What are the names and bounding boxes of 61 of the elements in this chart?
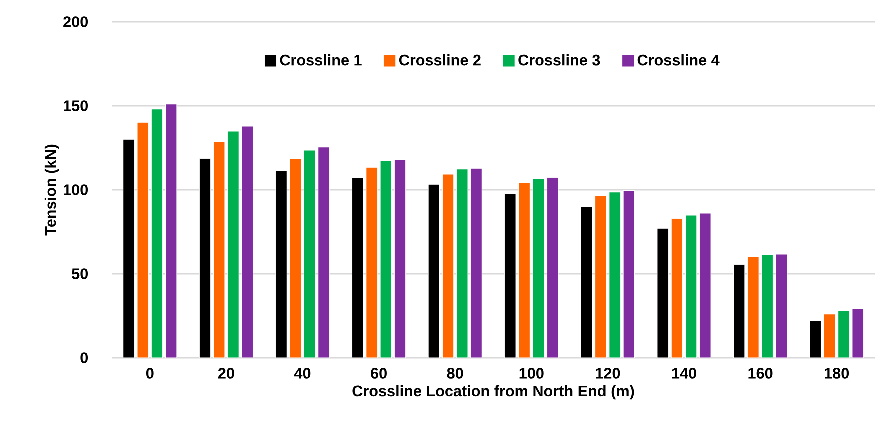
bar: [276, 170, 288, 358]
bar: [214, 142, 226, 358]
y-tick-label: 50: [72, 268, 88, 280]
y-axis-title: Tension (kN): [44, 144, 60, 236]
bar: [290, 158, 302, 358]
legend-label: Crossline 4: [638, 54, 720, 66]
x-tick-label: 100: [520, 368, 544, 379]
x-tick-label: 120: [596, 368, 620, 379]
bar: [852, 308, 864, 358]
legend-label: Crossline 1: [280, 54, 362, 66]
bar: [428, 184, 440, 358]
x-tick-label: 160: [748, 368, 773, 379]
bar: [838, 310, 850, 358]
bar: [532, 178, 545, 358]
y-tick-label: 150: [64, 100, 88, 112]
bar: [318, 147, 330, 358]
bar: [657, 228, 669, 358]
y-tick-label: 100: [64, 184, 88, 196]
bar: [671, 218, 684, 358]
x-tick-label: 180: [825, 368, 850, 379]
bar: [123, 139, 135, 358]
bar: [518, 183, 530, 358]
bar: [304, 150, 316, 358]
bar: [776, 254, 788, 358]
bar: [546, 178, 559, 358]
bar: [442, 174, 454, 358]
legend-label: Crossline 2: [399, 54, 481, 66]
bar: [165, 104, 178, 358]
bar: [623, 190, 636, 358]
bar: [380, 161, 392, 358]
bar: [242, 126, 254, 358]
bar: [824, 314, 836, 358]
bar: [352, 177, 364, 358]
bar: [366, 167, 378, 358]
x-axis-title: Crossline Location from North End (m): [352, 385, 634, 400]
bar: [470, 168, 482, 358]
legend-label: Crossline 3: [518, 54, 600, 66]
x-tick-label: 0: [146, 368, 154, 379]
bar: [456, 169, 468, 358]
bar: [762, 254, 774, 358]
bar: [733, 264, 746, 358]
x-tick-label: 140: [672, 368, 696, 379]
bar: [137, 122, 149, 358]
bar: [595, 196, 607, 358]
bar: [748, 256, 760, 358]
x-tick-label: 20: [218, 368, 234, 379]
x-tick-label: 80: [447, 368, 464, 379]
bar: [228, 131, 240, 358]
bar: [580, 206, 593, 358]
bar: [504, 193, 516, 358]
bar: [394, 160, 406, 358]
bar: [199, 158, 212, 358]
y-tick-label: 200: [64, 16, 88, 28]
bar: [700, 213, 712, 358]
bar: [151, 109, 164, 358]
x-tick-label: 40: [294, 368, 311, 379]
bar: [810, 320, 822, 358]
x-tick-label: 60: [371, 368, 387, 379]
bar: [685, 215, 698, 358]
bar: [609, 192, 621, 358]
y-tick-label: 0: [80, 352, 88, 364]
